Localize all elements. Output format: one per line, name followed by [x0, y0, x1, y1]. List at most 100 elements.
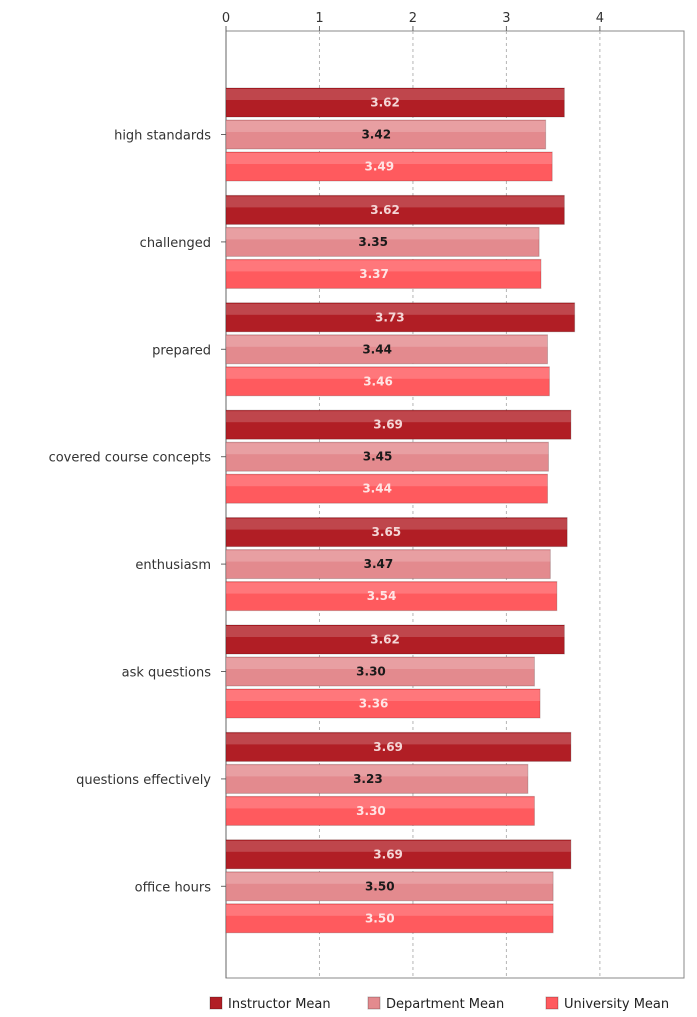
- bar-highlight: [226, 367, 550, 379]
- bar-value-label: 3.45: [363, 450, 393, 464]
- bar-highlight: [226, 690, 541, 701]
- bar: [225, 656, 535, 687]
- bar-highlight: [226, 550, 551, 562]
- bar-group: 3.62 3.35 3.37: [225, 194, 565, 289]
- bar-value-label: 3.69: [373, 418, 403, 432]
- bar-value-label: 3.44: [362, 342, 392, 356]
- bar: [225, 581, 558, 612]
- bar: [225, 302, 576, 333]
- bar: [225, 409, 572, 440]
- bar-highlight: [226, 196, 565, 208]
- legend-swatch: [367, 996, 381, 1010]
- bar-highlight: [226, 733, 571, 745]
- legend-item: Department Mean: [367, 996, 504, 1012]
- bar-value-label: 3.50: [365, 911, 395, 925]
- bar: [225, 226, 540, 257]
- bar-group: 3.65 3.47 3.54: [225, 517, 568, 612]
- bar-value-label: 3.73: [375, 310, 405, 324]
- x-tick-label: 3: [502, 11, 510, 26]
- bar-value-label: 3.36: [359, 697, 389, 711]
- bar-highlight: [226, 475, 548, 487]
- bar-value-label: 3.62: [370, 203, 400, 217]
- bar-highlight: [226, 765, 528, 777]
- category-label: office hours: [135, 880, 212, 895]
- bar: [225, 688, 541, 719]
- bar: [225, 441, 549, 472]
- bars: 3.62 3.42 3.49 3.62 3.35 3.37 3.73 3.44 3.46 3.69…: [225, 87, 576, 934]
- bar-group: 3.62 3.30 3.36: [225, 624, 565, 719]
- x-tick-label: 4: [596, 11, 604, 26]
- bar-value-label: 3.62: [370, 96, 400, 110]
- bar: [225, 624, 565, 655]
- bar: [225, 151, 553, 182]
- bar-value-label: 3.69: [373, 847, 403, 861]
- x-tick-label: 0: [222, 11, 230, 26]
- legend: Instructor Mean Department Mean University…: [209, 996, 669, 1012]
- bar-value-label: 3.46: [363, 374, 393, 388]
- bar-value-label: 3.30: [356, 804, 386, 818]
- bar-group: 3.69 3.23 3.30: [225, 731, 572, 826]
- bar-value-label: 3.69: [373, 740, 403, 754]
- legend-label: Instructor Mean: [228, 997, 331, 1012]
- bar: [225, 731, 572, 762]
- category-label: enthusiasm: [135, 558, 211, 573]
- bar-highlight: [226, 121, 546, 132]
- bar-value-label: 3.65: [372, 525, 402, 539]
- bar-value-label: 3.62: [370, 633, 400, 647]
- bar: [225, 871, 554, 902]
- bar: [225, 903, 554, 934]
- legend-swatch: [209, 996, 223, 1010]
- bar-highlight: [226, 443, 549, 455]
- axes: 0 1 2 3 4 high standards challenged prepared cov…: [49, 11, 604, 978]
- category-label: covered course concepts: [49, 451, 212, 466]
- category-label: challenged: [140, 236, 211, 251]
- x-tick-label: 2: [409, 11, 417, 26]
- bar: [225, 795, 535, 826]
- bar: [225, 839, 572, 870]
- category-label: high standards: [114, 129, 211, 144]
- legend-item: Instructor Mean: [209, 996, 331, 1012]
- bar-value-label: 3.49: [365, 160, 395, 174]
- category-label: questions effectively: [76, 773, 211, 788]
- legend-swatch: [545, 996, 559, 1010]
- bar-value-label: 3.23: [353, 772, 383, 786]
- bar-highlight: [226, 335, 548, 347]
- bar-highlight: [226, 411, 571, 423]
- bar-highlight: [226, 228, 540, 240]
- category-label: ask questions: [122, 666, 212, 681]
- bar: [225, 517, 568, 548]
- bar-value-label: 3.44: [362, 482, 392, 496]
- category-label: prepared: [152, 343, 211, 358]
- bar-group: 3.69 3.45 3.44: [225, 409, 572, 504]
- bar: [225, 473, 549, 504]
- bar-value-label: 3.50: [365, 879, 395, 893]
- bar-value-label: 3.35: [358, 235, 388, 249]
- x-tick-label: 1: [315, 11, 323, 26]
- bar-group: 3.62 3.42 3.49: [225, 87, 565, 182]
- bar-highlight: [226, 518, 568, 530]
- bar-highlight: [226, 89, 565, 100]
- bar-highlight: [226, 153, 553, 164]
- legend-label: University Mean: [564, 997, 669, 1012]
- bar: [225, 119, 547, 150]
- bar: [225, 366, 550, 397]
- bar-highlight: [226, 872, 554, 884]
- bar: [225, 87, 565, 118]
- bar-highlight: [226, 904, 554, 916]
- bar: [225, 258, 542, 289]
- bar-group: 3.69 3.50 3.50: [225, 839, 572, 934]
- bar-value-label: 3.37: [359, 267, 389, 281]
- bar-highlight: [226, 260, 541, 272]
- bar-highlight: [226, 797, 535, 809]
- bar: [225, 194, 565, 225]
- bar: [225, 763, 529, 794]
- bar-highlight: [226, 303, 575, 315]
- bar: [225, 334, 549, 365]
- bar-highlight: [226, 582, 557, 594]
- bar-highlight: [226, 840, 571, 852]
- bar-highlight: [226, 626, 565, 637]
- legend-label: Department Mean: [386, 997, 504, 1012]
- bar-group: 3.73 3.44 3.46: [225, 302, 576, 397]
- bar-value-label: 3.47: [364, 557, 394, 571]
